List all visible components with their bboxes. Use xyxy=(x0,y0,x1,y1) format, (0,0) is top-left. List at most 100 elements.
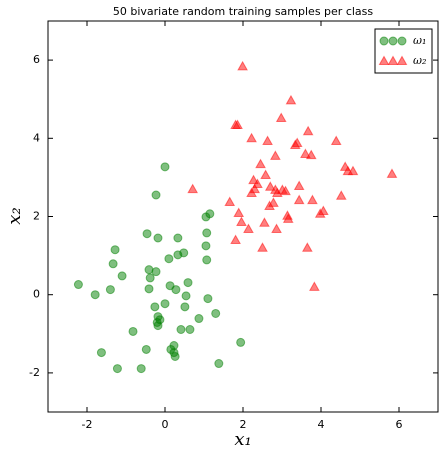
legend-marker xyxy=(388,36,398,46)
point xyxy=(301,242,313,252)
point xyxy=(249,183,261,194)
point xyxy=(307,194,318,205)
point xyxy=(105,285,115,295)
legend-label: ω₁ xyxy=(413,34,426,47)
point xyxy=(203,294,213,304)
point xyxy=(257,242,268,252)
point xyxy=(271,187,283,198)
point xyxy=(214,359,224,369)
point xyxy=(264,181,276,191)
point xyxy=(173,233,183,243)
point xyxy=(289,139,301,149)
legend-box xyxy=(374,28,433,74)
point xyxy=(90,290,100,300)
point xyxy=(151,267,161,277)
legend-label: ω₂ xyxy=(413,54,426,67)
point xyxy=(330,135,342,146)
point xyxy=(271,223,282,234)
point xyxy=(293,180,305,191)
point xyxy=(236,216,247,226)
point xyxy=(160,162,170,172)
y-tick-label: 4 xyxy=(33,131,40,144)
point xyxy=(112,364,122,374)
point xyxy=(347,165,359,176)
point xyxy=(255,158,266,169)
point xyxy=(224,196,236,207)
point xyxy=(309,281,320,291)
point xyxy=(285,94,297,105)
point xyxy=(335,190,347,200)
point xyxy=(259,217,270,227)
point xyxy=(108,259,118,269)
point xyxy=(151,190,161,200)
point xyxy=(280,185,291,196)
point xyxy=(282,213,294,223)
point xyxy=(201,212,211,222)
point xyxy=(128,326,138,336)
point xyxy=(270,150,281,160)
y-tick-label: 2 xyxy=(33,210,40,223)
point xyxy=(202,228,212,238)
legend-marker xyxy=(378,55,390,65)
x-tick-label: 6 xyxy=(396,418,403,431)
legend-marker xyxy=(387,55,399,65)
point xyxy=(176,324,186,334)
point xyxy=(243,223,254,234)
point xyxy=(153,233,163,243)
y-tick-label: 0 xyxy=(33,288,40,301)
point xyxy=(211,308,221,318)
y-tick-label: -2 xyxy=(29,366,40,379)
point xyxy=(302,125,314,136)
point xyxy=(164,254,174,264)
point xyxy=(110,245,120,255)
point xyxy=(142,229,152,239)
point xyxy=(145,273,155,283)
point xyxy=(293,194,305,205)
point xyxy=(194,314,204,324)
point xyxy=(262,135,273,146)
legend-marker xyxy=(379,36,389,46)
x-tick-label: -2 xyxy=(82,418,93,431)
point xyxy=(170,351,180,361)
point xyxy=(202,255,212,265)
chart-title: 50 bivariate random training samples per… xyxy=(113,5,374,18)
point xyxy=(180,302,190,312)
point xyxy=(230,234,241,244)
point xyxy=(160,299,170,309)
x-axis-label: x₁ xyxy=(234,429,251,450)
point xyxy=(300,148,311,158)
point xyxy=(260,169,271,180)
point xyxy=(144,284,154,294)
point xyxy=(185,324,195,334)
point xyxy=(275,112,287,122)
x-tick-label: 0 xyxy=(162,418,169,431)
point xyxy=(183,278,193,288)
point xyxy=(201,241,211,251)
point xyxy=(237,60,248,71)
point xyxy=(305,149,317,160)
point xyxy=(187,183,199,194)
point xyxy=(236,337,246,347)
y-tick-label: 6 xyxy=(33,53,40,66)
point xyxy=(171,285,181,295)
point xyxy=(233,207,245,217)
point xyxy=(166,344,176,354)
point xyxy=(268,197,279,207)
point xyxy=(314,208,326,218)
point xyxy=(232,119,243,130)
point xyxy=(136,364,146,374)
point xyxy=(181,291,191,301)
point xyxy=(246,132,257,143)
legend-marker xyxy=(397,36,407,46)
point xyxy=(141,344,151,354)
legend-marker xyxy=(396,55,408,65)
point xyxy=(150,302,160,312)
point xyxy=(96,348,106,358)
point xyxy=(73,280,83,290)
point xyxy=(152,317,162,327)
point xyxy=(117,271,127,281)
x-tick-label: 2 xyxy=(240,418,247,431)
x-tick-label: 4 xyxy=(318,418,325,431)
y-axis-label: x₂ xyxy=(4,207,25,224)
